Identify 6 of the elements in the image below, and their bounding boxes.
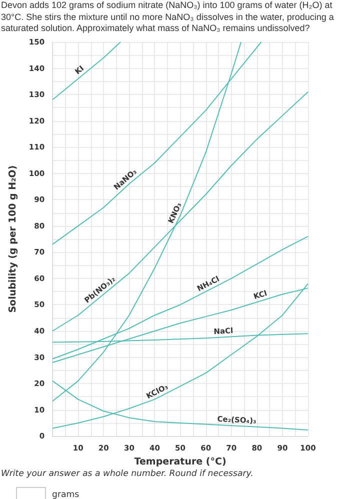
chart-title: Devon adds 102 grams of sodium nitrate (NaNO₃) into 100 grams of water (H₂O) at 30°C. She stirs the mixture until no more NaNO₃ dissolves in the water, producing a saturated solution. Approximately what mass of NaNO₃ remains undissolved?	[1, 0, 335, 34]
y-axis-title: Solubility (g per 100 g H₂O)	[8, 165, 18, 313]
line-series	[52, 42, 122, 100]
text: grams	[52, 490, 80, 499]
x-axis-title: Temperature (°C)	[134, 456, 226, 468]
text: Write your answer as a whole number. Round if necessary.	[1, 469, 254, 479]
